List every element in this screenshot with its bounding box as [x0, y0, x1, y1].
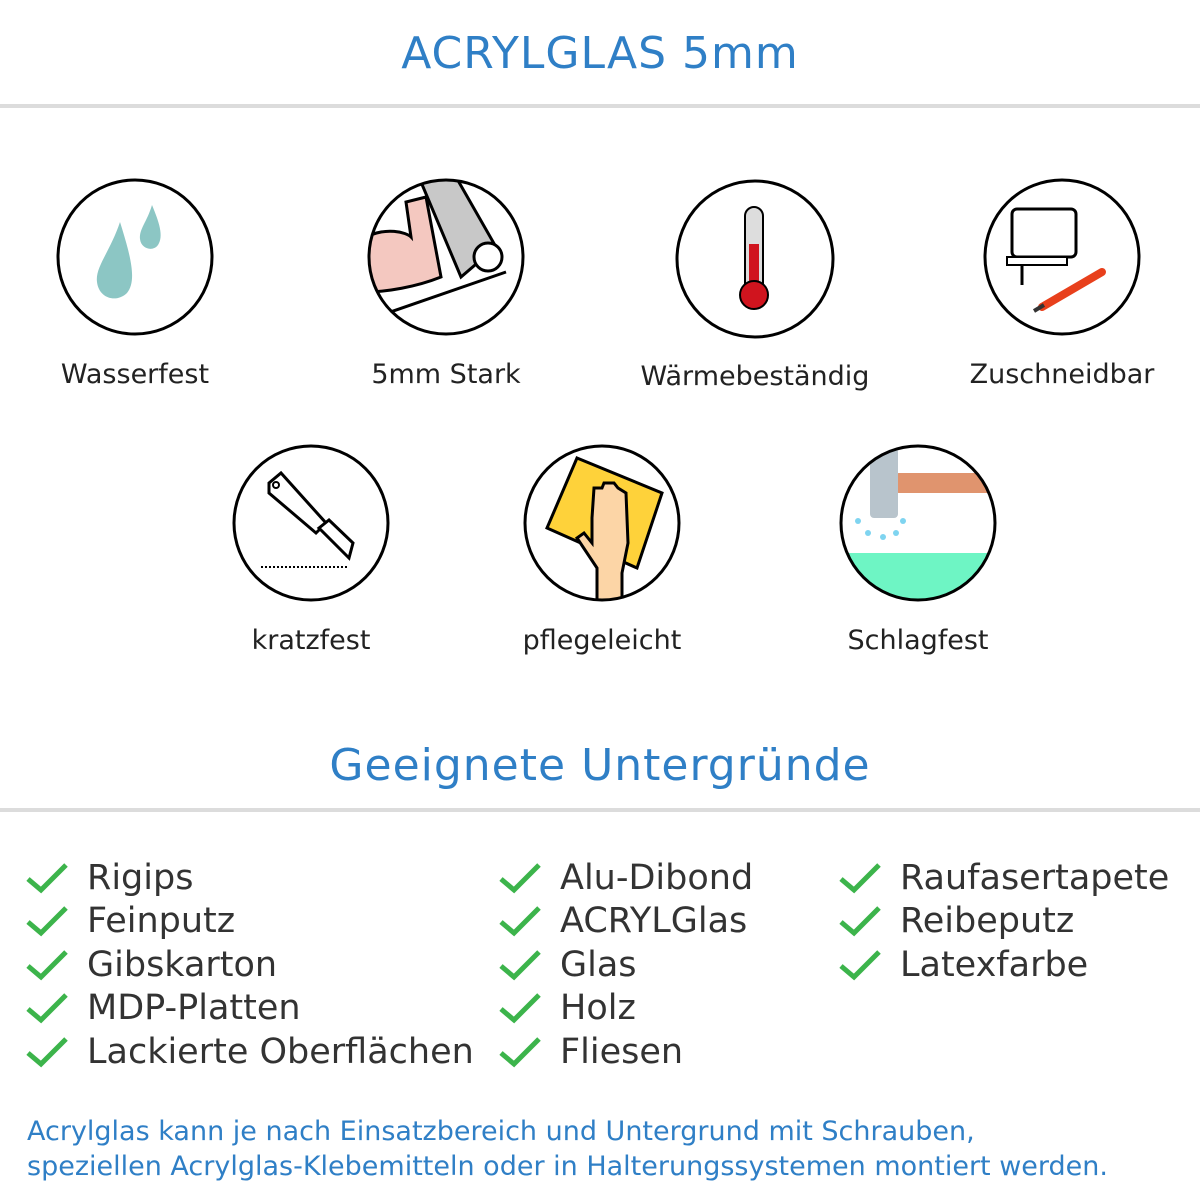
section-title: Geeignete Untergründe	[329, 740, 871, 791]
surface-item: Holz	[498, 987, 753, 1031]
surface-item: Fliesen	[498, 1030, 753, 1074]
check-icon	[839, 949, 881, 981]
feature-label: 5mm Stark	[371, 359, 521, 390]
feature-label: Wärmebeständig	[640, 361, 870, 392]
feature-kratzfest: kratzfest	[161, 443, 461, 656]
check-icon	[26, 949, 68, 981]
surface-item: Reibeputz	[838, 900, 1169, 944]
check-icon	[839, 862, 881, 894]
surface-item: Glas	[498, 943, 753, 987]
surfaces-column-3: Raufasertapete Reibeputz Latexfarbe	[838, 856, 1169, 987]
check-icon	[26, 906, 68, 937]
surface-item: Rigips	[25, 856, 474, 900]
hand-cloth-icon	[523, 444, 681, 602]
surface-item: Alu-Dibond	[498, 856, 753, 900]
divider	[0, 104, 1200, 108]
surface-item: MDP-Platten	[25, 987, 474, 1031]
water-drops-icon	[56, 178, 214, 336]
hammer-icon	[839, 444, 997, 602]
surfaces-column-2: Alu-Dibond ACRYLGlas Glas Holz Fliesen	[498, 856, 753, 1074]
feature-label: pflegeleicht	[522, 625, 682, 656]
surface-item: ACRYLGlas	[498, 900, 753, 944]
surface-item: Lackierte Oberflächen	[25, 1030, 474, 1074]
feature-label: Schlagfest	[847, 625, 989, 656]
strong-arm-icon	[367, 178, 525, 336]
surfaces-column-1: Rigips Feinputz Gibskarton MDP-Platten L…	[25, 856, 474, 1074]
note-line-2: speziellen Acrylglas-Klebemitteln oder i…	[27, 1151, 1108, 1182]
feature-5mm-stark: 5mm Stark	[296, 177, 596, 390]
feature-waermebestaendig: Wärmebeständig	[605, 179, 905, 392]
surface-item: Raufasertapete	[838, 856, 1169, 900]
mounting-note: Acrylglas kann je nach Einsatzbereich un…	[27, 1114, 1108, 1184]
check-icon	[26, 993, 68, 1024]
check-icon	[26, 862, 68, 894]
feature-schlagfest: Schlagfest	[768, 443, 1068, 656]
check-icon	[499, 862, 541, 894]
feature-label: kratzfest	[251, 625, 371, 656]
check-icon	[499, 993, 541, 1024]
feature-zuschneidbar: Zuschneidbar	[912, 177, 1200, 390]
note-line-1: Acrylglas kann je nach Einsatzbereich un…	[27, 1116, 975, 1147]
check-icon	[499, 1036, 541, 1068]
feature-label: Zuschneidbar	[969, 359, 1155, 390]
feature-wasserfest: Wasserfest	[0, 177, 285, 390]
feature-pflegeleicht: pflegeleicht	[452, 443, 752, 656]
feature-label: Wasserfest	[60, 359, 210, 390]
divider	[0, 808, 1200, 812]
check-icon	[26, 1036, 68, 1068]
page-title: ACRYLGLAS 5mm	[401, 28, 799, 79]
check-icon	[499, 906, 541, 937]
surface-item: Latexfarbe	[838, 943, 1169, 987]
utility-knife-icon	[232, 444, 390, 602]
thermometer-icon	[675, 179, 835, 339]
check-icon	[839, 906, 881, 937]
surface-item: Feinputz	[25, 900, 474, 944]
check-icon	[499, 949, 541, 981]
jigsaw-cutter-icon	[983, 178, 1141, 336]
surface-item: Gibskarton	[25, 943, 474, 987]
